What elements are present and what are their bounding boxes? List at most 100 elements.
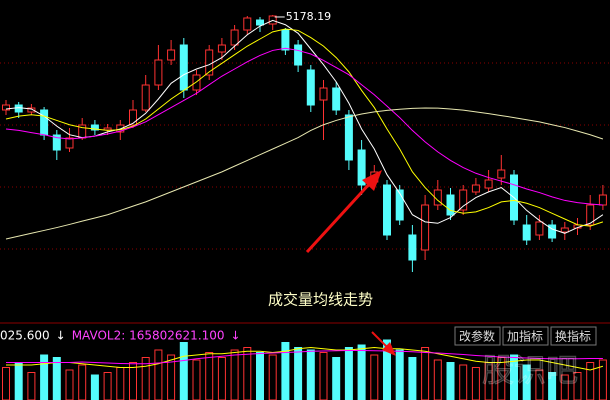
moving-average: [5, 47, 603, 206]
indicator-label: ↓: [231, 329, 241, 343]
indicator-label: MAVOL2: 165802621.100: [72, 329, 225, 343]
candle-body: [344, 114, 353, 161]
volume-bar: [27, 372, 36, 400]
button[interactable]: 加指标: [502, 326, 549, 346]
candle-body: [497, 169, 506, 179]
volume-bar: [192, 359, 201, 400]
candle-body: [217, 44, 226, 53]
candle-body: [560, 227, 569, 233]
volume-bar: [459, 364, 468, 400]
candle-body: [421, 204, 430, 251]
button-frame[interactable]: [550, 326, 597, 346]
peak-label: 5178.19: [286, 10, 332, 23]
volume-bar: [40, 354, 49, 400]
candle-body: [192, 74, 201, 91]
candle-body: [319, 87, 328, 101]
candle-body: [484, 179, 493, 189]
volume-bar: [268, 354, 277, 400]
candle-body: [332, 87, 341, 111]
volume-bar: [243, 347, 252, 400]
volume-bar: [598, 359, 607, 400]
candle-body: [230, 29, 239, 46]
candle-body: [535, 221, 544, 236]
candle-body: [90, 124, 99, 131]
candle-body: [548, 224, 557, 239]
candle-body: [52, 134, 61, 151]
arrow-line: [371, 331, 389, 349]
volume-bar: [65, 369, 74, 400]
volume-bar: [344, 347, 353, 400]
volume-bar: [560, 374, 569, 400]
volume-bar: [332, 357, 341, 400]
volume-bar: [510, 354, 518, 400]
volume-bar: [256, 352, 264, 400]
arrow-head: [382, 342, 396, 356]
candle-body: [598, 194, 607, 206]
candle-body: [281, 29, 290, 51]
volume-bar: [281, 342, 290, 400]
button-frame[interactable]: [502, 326, 549, 346]
candle-body: [129, 109, 137, 126]
button[interactable]: 改参数: [454, 326, 501, 346]
candle-body: [40, 109, 49, 136]
volume-bar: [217, 357, 226, 400]
button-label[interactable]: 换指标: [555, 329, 591, 344]
candle-body: [357, 149, 366, 186]
candle-body: [256, 19, 264, 26]
volume-bar: [103, 372, 112, 400]
candle-body: [408, 234, 417, 261]
volume-bar: [319, 352, 328, 400]
indicator-label: ↓: [56, 329, 66, 343]
marks: 5178.19: [2, 10, 607, 400]
volume-average: [6, 346, 604, 371]
volume-bar: [433, 359, 442, 400]
volume-bar: [471, 367, 480, 400]
candle-body: [306, 69, 315, 106]
volume-average: [6, 350, 603, 365]
candle-body: [586, 204, 595, 226]
candle-body: [167, 49, 176, 61]
candle-body: [383, 184, 391, 236]
volume-bar: [167, 354, 176, 400]
volume-bar: [179, 342, 188, 400]
indicator-label: 025.600: [0, 329, 50, 343]
volume-bar: [522, 364, 531, 400]
button-label[interactable]: 改参数: [459, 329, 495, 344]
moving-average: [5, 28, 604, 227]
candle-body: [154, 59, 163, 86]
moving-average: [5, 19, 604, 234]
candle-body: [395, 189, 404, 221]
volume-bar: [116, 367, 125, 400]
button-label[interactable]: 加指标: [507, 329, 543, 344]
candle-body: [2, 104, 10, 111]
volume-bar: [14, 362, 23, 400]
moving-average: [5, 107, 604, 240]
volume-bar: [205, 352, 214, 400]
volume-bar: [154, 349, 163, 400]
candle-body: [471, 184, 480, 193]
arrow-head: [362, 170, 382, 191]
candle-body: [141, 84, 150, 111]
volume-bar: [535, 369, 544, 400]
candle-body: [459, 189, 468, 211]
volume-bar: [395, 349, 404, 400]
volume-bar: [90, 374, 99, 400]
annotation-arrow: [305, 170, 396, 356]
candle-body: [294, 44, 303, 66]
candle-body: [205, 49, 214, 76]
candle-body: [522, 224, 531, 241]
candle-body: [65, 137, 74, 149]
volume-bar: [2, 367, 10, 400]
candle-body: [446, 194, 455, 216]
button-frame[interactable]: [454, 326, 501, 346]
button[interactable]: 换指标: [550, 326, 597, 346]
volume-bar: [573, 372, 582, 400]
volume-bar: [294, 347, 303, 400]
volume-bar: [306, 349, 315, 400]
watermark: 股识吧: [482, 351, 578, 389]
volume-bar: [52, 357, 61, 400]
volume-bar: [129, 362, 137, 400]
arrow-line: [305, 179, 374, 254]
volume-bar: [370, 354, 379, 400]
